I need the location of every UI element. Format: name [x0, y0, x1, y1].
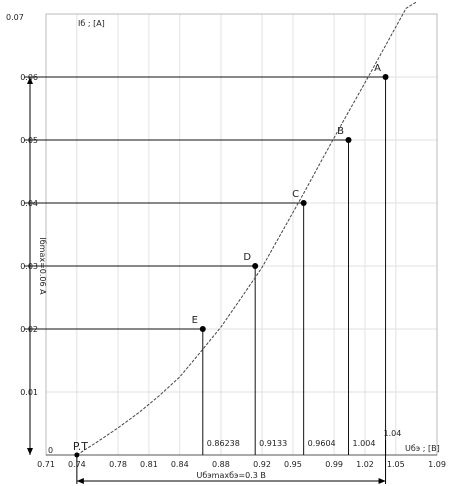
data-point-b [345, 137, 352, 143]
ib-max-arrowhead-bottom [27, 448, 33, 455]
data-point-c [300, 200, 307, 206]
x-tick-label: 0.78 [109, 460, 127, 469]
point-label: A [374, 63, 381, 74]
point-value-label: 1.04 [384, 429, 402, 438]
x-tick-label: 0.92 [253, 460, 271, 469]
x-tick-label: 1.09 [428, 460, 446, 469]
u-max-arrowhead-left [76, 478, 84, 484]
ib-max-label: Iбmax=0.06 A [38, 237, 47, 295]
point-value-label: 0.9604 [308, 439, 336, 448]
point-label: B [337, 126, 344, 137]
point-value-label: 0.9133 [259, 439, 287, 448]
u-max-arrowhead-right [378, 478, 386, 484]
x-axis-label: Uбэ ; [B] [405, 444, 440, 453]
y-tick-label: 0.01 [20, 388, 38, 397]
operating-point-label: P.T [73, 440, 88, 453]
annotations: Iбmax=0.06 A Uбэmaxбэ=0.3 B [27, 77, 387, 484]
x-tick-label: 0.88 [212, 460, 230, 469]
point-label: C [292, 189, 299, 200]
x-tick-label: 0.71 [37, 460, 55, 469]
curve-line [76, 1, 417, 456]
point-value-label: 0.86238 [207, 439, 240, 448]
point-label: E [192, 315, 198, 326]
x-tick-label: 0.84 [171, 460, 189, 469]
origin-label: 0 [48, 446, 53, 455]
x-tick-label: 0.99 [325, 460, 343, 469]
point-guide-lines [24, 76, 387, 455]
grid-lines [45, 13, 438, 455]
axes [45, 13, 438, 456]
data-point-e [199, 326, 206, 332]
u-max-label: Uбэmaxбэ=0.3 B [197, 471, 266, 480]
point-label: D [243, 252, 251, 263]
point-value-label: 1.004 [353, 439, 376, 448]
corner-y-tick-label: 0.07 [6, 13, 24, 22]
plot-frame [45, 13, 438, 456]
y-axis-label: Iб ; [A] [78, 19, 105, 28]
x-tick-label: 1.05 [387, 460, 405, 469]
x-tick-label: 0.81 [140, 460, 158, 469]
ib-max-arrowhead-top [27, 77, 33, 84]
tick-labels: 0.71 0.74 0.78 0.81 0.84 0.88 0.92 0.95 0.99 1.02… [6, 13, 446, 469]
data-point-a [382, 74, 389, 80]
x-tick-label: 1.02 [356, 460, 374, 469]
x-tick-label: 0.95 [284, 460, 302, 469]
data-point-d [252, 263, 259, 269]
data-points: A B C D E 1.04 1.004 0.9604 0.9133 0.86238 P.T [73, 63, 401, 458]
